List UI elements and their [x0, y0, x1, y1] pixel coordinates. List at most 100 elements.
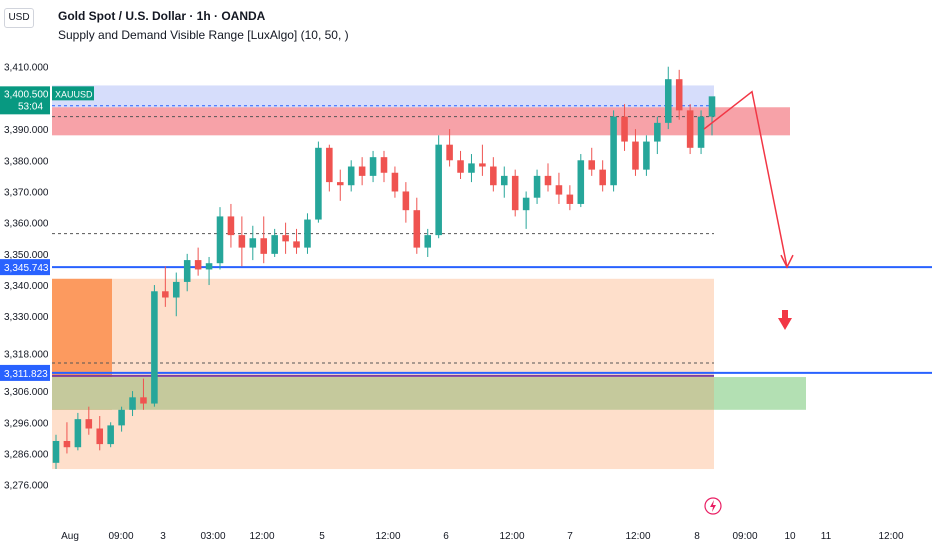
price-tick-label: 3,380.000	[4, 156, 49, 167]
candle-body	[172, 281, 180, 298]
candle-body	[708, 96, 716, 117]
price-tick-label: 3,330.000	[4, 312, 49, 323]
candle-body	[162, 291, 169, 298]
demand-green-extension	[714, 377, 806, 410]
time-tick-label: 10	[784, 531, 796, 542]
projection-path	[703, 90, 788, 268]
indicator-title: Supply and Demand Visible Range [LuxAlgo…	[58, 28, 349, 42]
candle-body	[315, 147, 322, 220]
candle-body	[697, 116, 705, 148]
current-price-badge	[0, 86, 50, 115]
demand-green-zone	[52, 377, 714, 410]
candle-body	[686, 110, 694, 148]
price-tick-label: 3,296.000	[4, 418, 49, 429]
candle-body	[479, 163, 486, 167]
candle-body	[643, 141, 650, 170]
time-tick-label: 09:00	[732, 531, 757, 542]
time-tick-label: 12:00	[625, 531, 650, 542]
candle-body	[96, 428, 104, 445]
time-tick-label: 12:00	[249, 531, 274, 542]
candle-body	[238, 235, 246, 248]
time-tick-label: 12:00	[878, 531, 903, 542]
upper-zone	[52, 85, 714, 109]
candle-body	[151, 291, 158, 404]
countdown-label: 53:04	[18, 101, 43, 112]
candle-body	[260, 238, 268, 254]
time-tick-label: 6	[443, 531, 449, 542]
candle-body	[326, 147, 333, 183]
candle-body	[468, 163, 475, 173]
candle-body	[654, 122, 661, 142]
candle-body	[205, 263, 213, 270]
candle-body	[610, 116, 617, 186]
time-tick-label: 7	[567, 531, 573, 542]
candle-body	[227, 216, 235, 236]
candle-body	[522, 197, 530, 211]
candle-body	[446, 144, 453, 161]
level-badge-label-1: 3,345.743	[4, 263, 49, 274]
candle-body	[566, 194, 574, 204]
price-tick-label: 3,340.000	[4, 281, 49, 292]
candle-body	[577, 160, 585, 204]
time-tick-label: Aug	[61, 531, 79, 542]
time-tick-label: 12:00	[375, 531, 400, 542]
candle-body	[555, 185, 563, 195]
symbol-title: Gold Spot / U.S. Dollar · 1h · OANDA	[58, 9, 266, 23]
candle-body	[457, 160, 464, 173]
candle-body	[85, 419, 93, 429]
candle-body	[63, 440, 71, 448]
candle-body	[511, 175, 519, 211]
candle-body	[435, 144, 442, 236]
candle-body	[282, 235, 289, 242]
price-tick-label: 3,360.000	[4, 219, 49, 230]
time-tick-label: 5	[319, 531, 325, 542]
candle-body	[369, 157, 377, 176]
time-tick-label: 8	[694, 531, 700, 542]
candle-body	[544, 175, 552, 186]
candle-body	[632, 141, 639, 170]
candle-body	[413, 210, 421, 248]
price-tick-label: 3,286.000	[4, 449, 49, 460]
candle-body	[107, 425, 114, 445]
price-tick-label: 3,318.000	[4, 350, 49, 361]
sell-arrow-icon	[778, 310, 792, 330]
lightning-glyph	[710, 500, 716, 512]
level-badge-label-2: 3,311.823	[4, 369, 48, 380]
price-tick-label: 3,350.000	[4, 250, 49, 261]
candle-body	[183, 260, 191, 282]
time-tick-label: 3	[160, 531, 166, 542]
candle-body	[216, 216, 224, 264]
price-tick-label: 3,390.000	[4, 125, 49, 136]
candle-body	[140, 397, 147, 404]
candle-body	[599, 169, 606, 186]
demand-zone	[52, 278, 714, 470]
symbol-tag-label: XAUUSD	[55, 89, 93, 99]
time-tick-label: 03:00	[200, 531, 225, 542]
candle-body	[293, 241, 300, 248]
candle-body	[500, 175, 508, 186]
level-badge-1	[0, 259, 50, 276]
candle-body	[621, 116, 628, 142]
candle-body	[74, 419, 82, 448]
price-tick-label: 3,370.000	[4, 187, 49, 198]
candle-body	[129, 397, 136, 410]
time-tick-label: 09:00	[108, 531, 133, 542]
candle-body	[490, 166, 497, 186]
candle-body	[588, 160, 596, 170]
price-tick-label: 3,276.000	[4, 481, 49, 492]
projection-arrowhead	[780, 254, 794, 269]
candle-body	[336, 182, 344, 186]
price-tick-label: 3,410.000	[4, 63, 49, 74]
price-tick-label: 3,306.000	[4, 387, 49, 398]
candle-body	[533, 175, 541, 198]
candle-body	[194, 260, 202, 270]
current-price-label: 3,400.500	[4, 89, 49, 100]
candle-body	[249, 238, 257, 248]
currency-button[interactable]: USD	[4, 8, 34, 28]
candle-body	[118, 409, 125, 426]
candle-body	[675, 79, 683, 111]
candle-body	[271, 235, 278, 254]
time-tick-label: 12:00	[499, 531, 524, 542]
